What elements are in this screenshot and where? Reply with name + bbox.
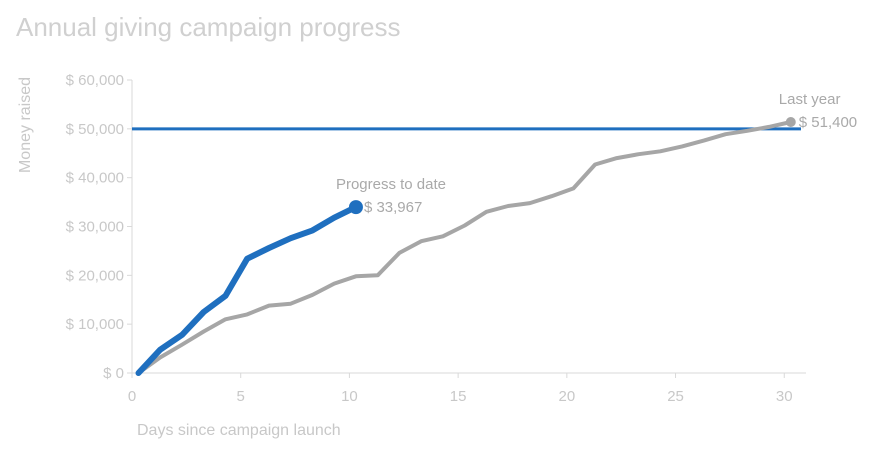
x-tick-label: 30: [776, 388, 793, 405]
last-year-label: Last year: [779, 91, 841, 108]
x-axis-title: Days since campaign launch: [137, 422, 341, 439]
y-tick-label: $ 40,000: [66, 170, 124, 187]
y-tick-label: $ 20,000: [66, 267, 124, 284]
axes: $ 0 $ 10,000 $ 20,000 $ 30,000 $ 40,000 $ 50,…: [66, 72, 806, 405]
y-tick-label: $ 10,000: [66, 316, 124, 333]
annotations: Last year $ 51,400 Progress to date $ 33,96…: [336, 91, 857, 216]
progress-to-date-label: Progress to date: [336, 176, 446, 193]
x-tick-label: 25: [667, 388, 684, 405]
x-tick-label: 0: [128, 388, 136, 405]
y-axis-title: Money raised: [17, 77, 34, 173]
x-tick-label: 10: [341, 388, 358, 405]
x-tick-label: 5: [237, 388, 245, 405]
series-line: [135, 204, 359, 376]
y-tick-label: $ 60,000: [66, 72, 124, 89]
y-tick-label: $ 30,000: [66, 219, 124, 236]
series-line: [136, 120, 793, 375]
y-tick-label: $ 0: [103, 365, 124, 382]
x-tick-label: 15: [450, 388, 467, 405]
series-end-point: [785, 116, 796, 127]
chart-title: Annual giving campaign progress: [16, 12, 401, 42]
x-tick-label: 20: [558, 388, 575, 405]
last-year-value-label: $ 51,400: [799, 114, 857, 131]
y-tick-label: $ 50,000: [66, 121, 124, 138]
series-layer: [132, 116, 801, 376]
series-end-point: [348, 200, 363, 215]
progress-to-date-value-label: $ 33,967: [364, 199, 422, 216]
